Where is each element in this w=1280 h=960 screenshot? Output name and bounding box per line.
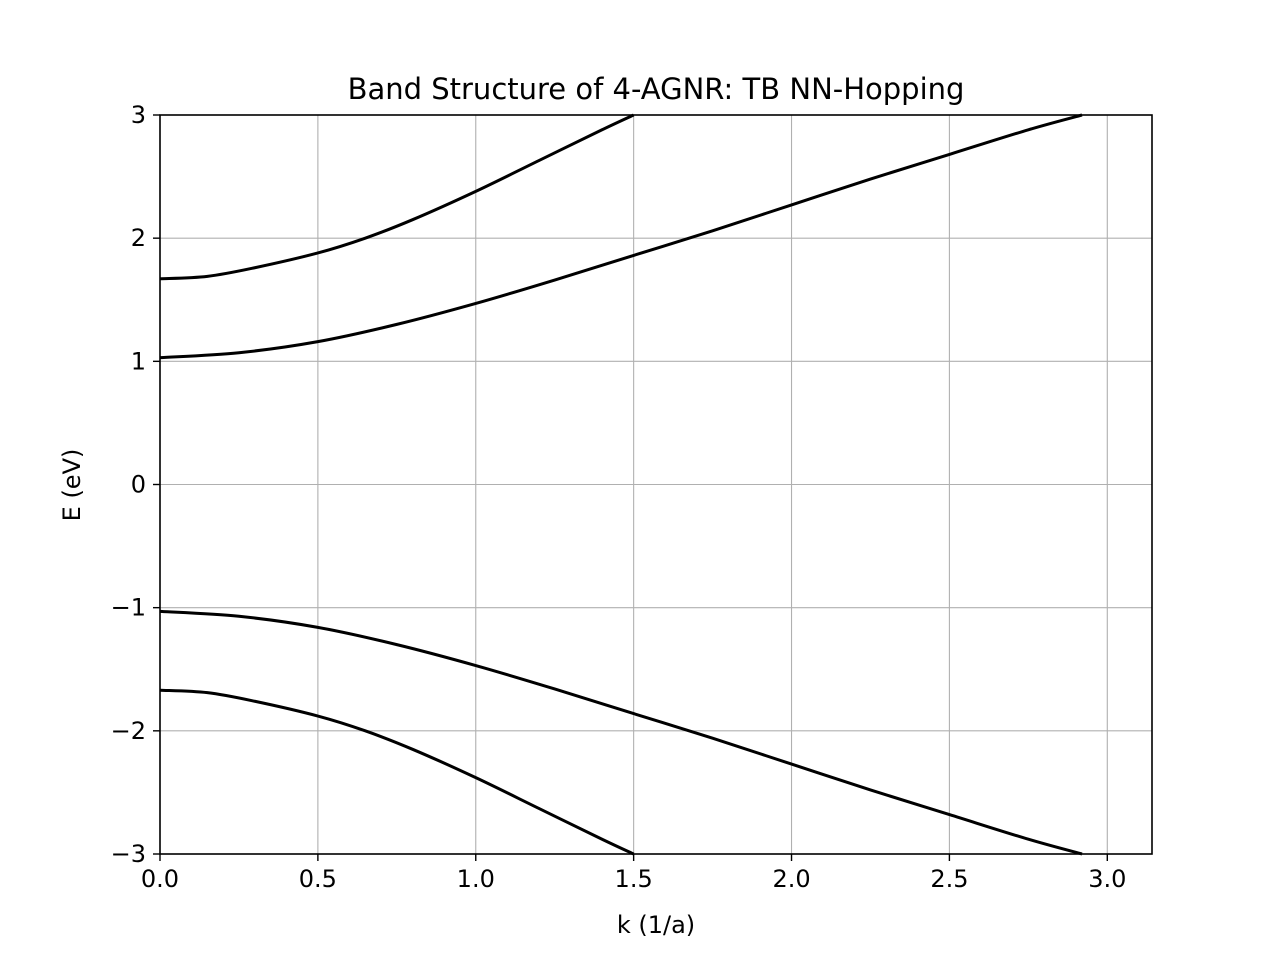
x-tick-label: 1.0 [457, 865, 495, 893]
x-tick-label: 0.0 [141, 865, 179, 893]
x-tick-label: 2.5 [930, 865, 968, 893]
y-tick-label: 1 [131, 347, 146, 375]
x-tick-label: 2.0 [772, 865, 810, 893]
y-tick-label: −2 [111, 717, 146, 745]
y-tick-label: 3 [131, 101, 146, 129]
y-axis-label: E (eV) [58, 449, 86, 522]
y-tick-label: 0 [131, 471, 146, 499]
band-line-4 [159, 688, 635, 856]
x-tick-label: 1.5 [615, 865, 653, 893]
band-line-1 [159, 113, 1083, 360]
y-tick-label: −1 [111, 594, 146, 622]
chart-title: Band Structure of 4-AGNR: TB NN-Hopping [348, 72, 965, 106]
y-tick-label: −3 [111, 840, 146, 868]
axis-ticks: 0.0 0.5 1.0 1.5 2.0 2.5 3.0 −3 −2 −1 0 1 2 3 [111, 101, 1127, 893]
plot-area [159, 113, 1083, 856]
x-axis-label: k (1/a) [617, 911, 695, 939]
band-line-3 [159, 609, 1083, 856]
x-tick-label: 3.0 [1088, 865, 1126, 893]
x-tick-label: 0.5 [299, 865, 337, 893]
band-line-2 [159, 113, 635, 281]
y-tick-label: 2 [131, 224, 146, 252]
grid-lines [159, 114, 1152, 855]
